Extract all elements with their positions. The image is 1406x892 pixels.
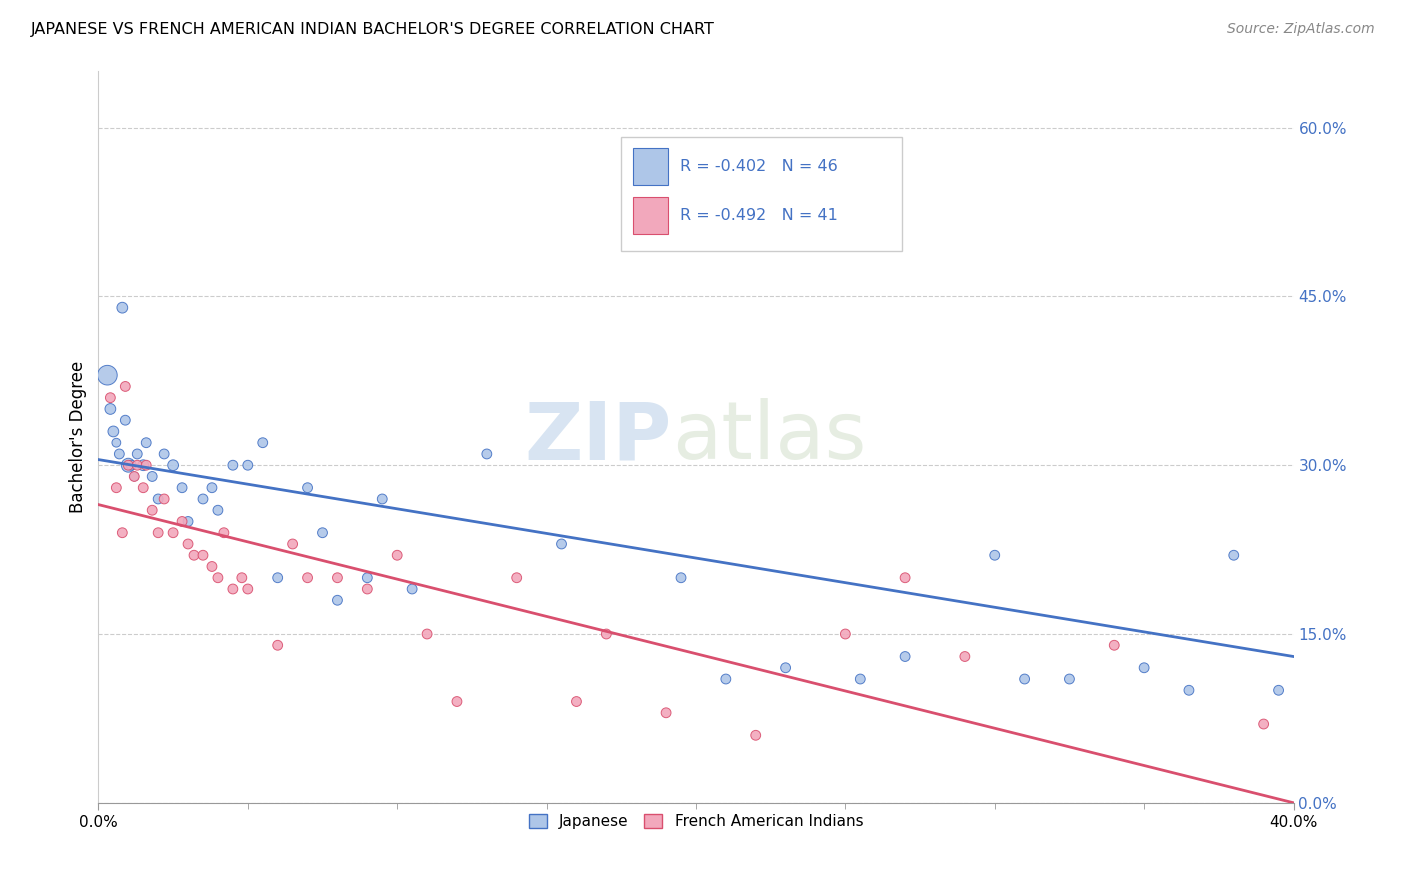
Text: R = -0.492   N = 41: R = -0.492 N = 41 — [681, 208, 838, 223]
Point — [356, 571, 378, 585]
Point — [550, 537, 572, 551]
Point — [127, 458, 149, 473]
Point — [326, 593, 349, 607]
Point — [356, 582, 378, 596]
Point — [120, 458, 142, 473]
Point — [669, 571, 692, 585]
Point — [103, 425, 125, 439]
Point — [172, 481, 194, 495]
Point — [177, 515, 200, 529]
Point — [745, 728, 768, 742]
Point — [1133, 661, 1156, 675]
Point — [311, 525, 333, 540]
Point — [894, 649, 917, 664]
Point — [475, 447, 498, 461]
Point — [236, 458, 259, 473]
Point — [446, 694, 468, 708]
Point — [506, 571, 529, 585]
Point — [236, 582, 259, 596]
Point — [297, 481, 319, 495]
Legend: Japanese, French American Indians: Japanese, French American Indians — [523, 808, 869, 836]
FancyBboxPatch shape — [633, 148, 668, 185]
Point — [267, 571, 290, 585]
Point — [834, 627, 856, 641]
Point — [153, 447, 176, 461]
Point — [252, 435, 274, 450]
Point — [565, 694, 588, 708]
Point — [191, 491, 214, 506]
Point — [162, 458, 184, 473]
Point — [127, 447, 149, 461]
Point — [1059, 672, 1081, 686]
Point — [148, 525, 170, 540]
Text: ZIP: ZIP — [524, 398, 672, 476]
Point — [371, 491, 394, 506]
Point — [714, 672, 737, 686]
Point — [177, 537, 200, 551]
Point — [132, 481, 155, 495]
Point — [162, 525, 184, 540]
Point — [135, 435, 157, 450]
Text: R = -0.402   N = 46: R = -0.402 N = 46 — [681, 159, 838, 174]
Point — [212, 525, 235, 540]
Point — [953, 649, 976, 664]
Y-axis label: Bachelor's Degree: Bachelor's Degree — [69, 361, 87, 513]
Point — [655, 706, 678, 720]
Point — [105, 435, 128, 450]
Point — [775, 661, 797, 675]
Point — [111, 301, 134, 315]
Point — [416, 627, 439, 641]
Point — [141, 503, 163, 517]
Point — [1223, 548, 1246, 562]
Point — [894, 571, 917, 585]
Point — [984, 548, 1007, 562]
Point — [114, 379, 136, 393]
Point — [207, 503, 229, 517]
Point — [849, 672, 872, 686]
Point — [141, 469, 163, 483]
Point — [183, 548, 205, 562]
Text: Source: ZipAtlas.com: Source: ZipAtlas.com — [1227, 22, 1375, 37]
Point — [117, 458, 139, 473]
Point — [281, 537, 304, 551]
Point — [201, 559, 224, 574]
Point — [153, 491, 176, 506]
Point — [1267, 683, 1289, 698]
Text: atlas: atlas — [672, 398, 866, 476]
Point — [207, 571, 229, 585]
Point — [108, 447, 131, 461]
Point — [135, 458, 157, 473]
Point — [172, 515, 194, 529]
Point — [595, 627, 617, 641]
Point — [1253, 717, 1275, 731]
Point — [1014, 672, 1036, 686]
Point — [231, 571, 253, 585]
Point — [132, 458, 155, 473]
FancyBboxPatch shape — [633, 197, 668, 234]
Point — [201, 481, 224, 495]
Point — [105, 481, 128, 495]
Point — [114, 413, 136, 427]
Point — [222, 582, 245, 596]
Point — [222, 458, 245, 473]
Point — [98, 401, 122, 416]
Point — [385, 548, 409, 562]
FancyBboxPatch shape — [620, 137, 901, 251]
Point — [96, 368, 118, 383]
Point — [1104, 638, 1126, 652]
Point — [297, 571, 319, 585]
Point — [191, 548, 214, 562]
Point — [124, 469, 146, 483]
Text: JAPANESE VS FRENCH AMERICAN INDIAN BACHELOR'S DEGREE CORRELATION CHART: JAPANESE VS FRENCH AMERICAN INDIAN BACHE… — [31, 22, 714, 37]
Point — [148, 491, 170, 506]
Point — [124, 469, 146, 483]
Point — [401, 582, 423, 596]
Point — [326, 571, 349, 585]
Point — [111, 525, 134, 540]
Point — [117, 458, 139, 473]
Point — [98, 391, 122, 405]
Point — [1178, 683, 1201, 698]
Point — [267, 638, 290, 652]
